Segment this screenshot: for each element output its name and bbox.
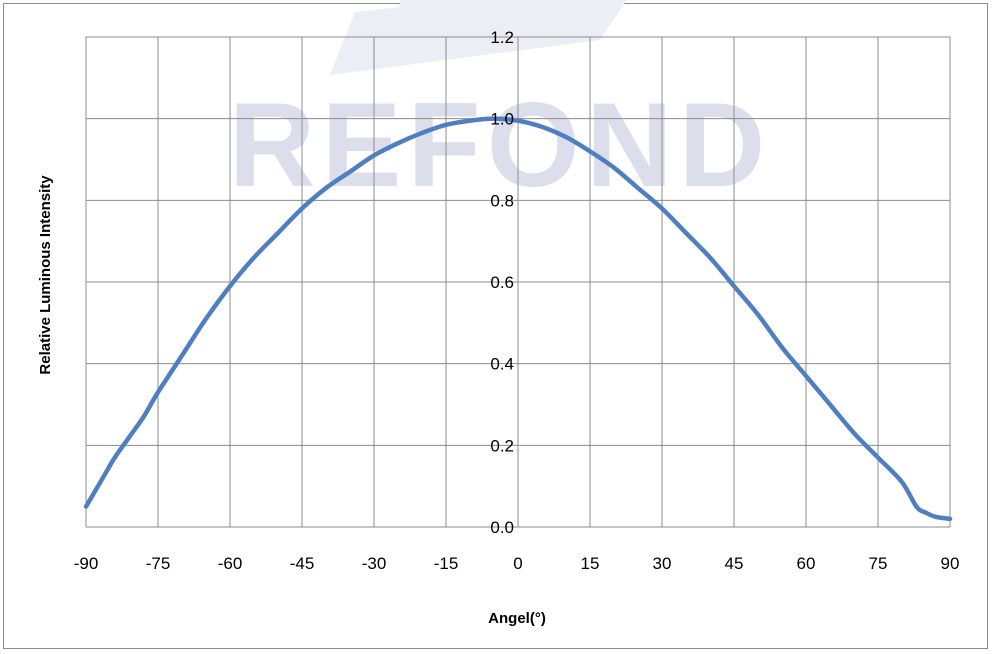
series-layer	[83, 116, 953, 522]
x-tick-label: 90	[941, 554, 960, 573]
y-tick-label: 1.2	[490, 28, 514, 47]
x-tick-label: -75	[146, 554, 171, 573]
x-tick-label: 45	[725, 554, 744, 573]
y-tick-label: 0.2	[490, 436, 514, 455]
watermark-text: REFOND	[229, 78, 772, 212]
x-tick-label: 0	[513, 554, 522, 573]
x-tick-label: -45	[290, 554, 315, 573]
y-axis-title: Relative Luminous Intensity	[37, 175, 54, 375]
x-tick-label: 30	[653, 554, 672, 573]
x-tick-labels: -90 -75 -60 -45 -30 -15 0 15 30 45 60 75 90	[74, 554, 960, 573]
x-tick-label: 15	[581, 554, 600, 573]
watermark-swoosh	[395, 0, 585, 20]
y-tick-label: 0.8	[490, 191, 514, 210]
chart-frame	[3, 3, 988, 649]
y-tick-label: 1.0	[490, 110, 514, 129]
y-tick-labels: 0.0 0.2 0.4 0.6 0.8 1.0 1.2	[490, 28, 514, 537]
y-tick-label: 0.6	[490, 273, 514, 292]
x-tick-label: 60	[797, 554, 816, 573]
x-tick-label: -15	[434, 554, 459, 573]
x-axis-title: Angel(°)	[488, 610, 546, 627]
y-tick-label: 0.4	[490, 355, 514, 374]
x-tick-label: -60	[218, 554, 243, 573]
y-tick-label: 0.0	[490, 518, 514, 537]
x-tick-label: 75	[869, 554, 888, 573]
x-tick-label: -90	[74, 554, 99, 573]
grid	[85, 36, 951, 528]
x-tick-label: -30	[362, 554, 387, 573]
